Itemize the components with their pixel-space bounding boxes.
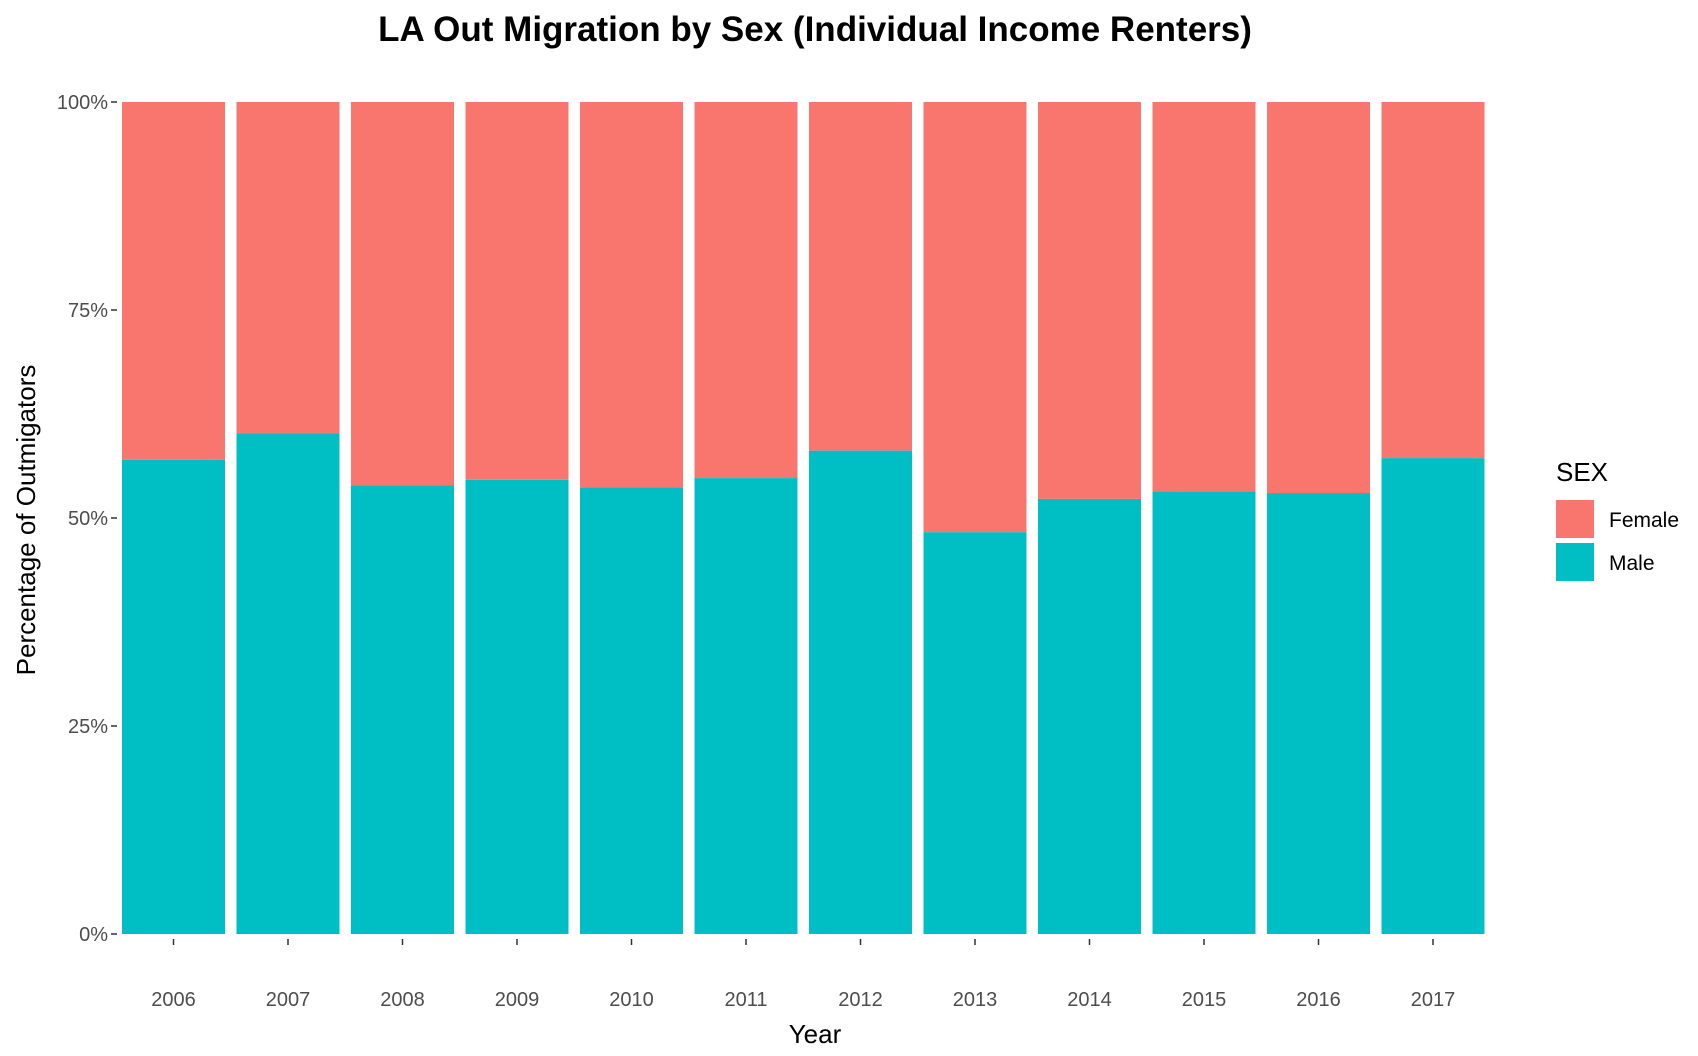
bar-male-2013 — [923, 532, 1027, 934]
x-tick-label: 2008 — [380, 989, 425, 1011]
bar-male-2009 — [465, 479, 569, 934]
chart-title: LA Out Migration by Sex (Individual Inco… — [378, 10, 1252, 49]
y-tick-label: 100% — [57, 92, 108, 114]
x-tick-label: 2012 — [838, 989, 883, 1011]
y-tick-label: 50% — [68, 508, 108, 530]
bar-male-2015 — [1152, 491, 1256, 934]
bar-female-2006 — [122, 102, 225, 460]
legend-swatch-female — [1556, 500, 1594, 538]
x-tick-label: 2014 — [1067, 989, 1112, 1011]
bar-female-2016 — [1267, 102, 1370, 494]
bar-male-2007 — [236, 433, 340, 934]
bar-male-2011 — [694, 478, 798, 934]
legend-label-female: Female — [1609, 509, 1679, 532]
legend-swatch-male — [1556, 543, 1594, 581]
plot-area — [122, 102, 1485, 934]
bar-female-2009 — [465, 102, 569, 480]
x-tick-label: 2015 — [1182, 989, 1227, 1011]
bar-female-2011 — [694, 102, 798, 479]
bar-female-2010 — [580, 102, 683, 488]
bar-male-2006 — [122, 459, 225, 934]
bar-female-2014 — [1038, 102, 1141, 499]
x-tick-label: 2011 — [724, 989, 767, 1011]
x-tick-label: 2009 — [495, 989, 540, 1011]
x-tick-label: 2010 — [609, 989, 654, 1011]
y-axis-title: Percentage of Outmigators — [11, 365, 41, 676]
bar-female-2013 — [923, 102, 1027, 533]
x-tick-label: 2006 — [151, 989, 196, 1011]
bar-male-2008 — [351, 485, 454, 934]
x-tick-label: 2017 — [1411, 989, 1456, 1011]
bar-female-2015 — [1152, 102, 1256, 492]
legend-label-male: Male — [1609, 552, 1655, 575]
y-tick-label: 0% — [79, 924, 108, 946]
bar-male-2010 — [580, 487, 683, 934]
legend-title: SEX — [1556, 457, 1608, 487]
x-axis-title: Year — [789, 1019, 842, 1049]
y-axis: 0% 25% 50% 75% 100% — [57, 92, 117, 946]
bar-male-2017 — [1381, 458, 1485, 934]
bar-female-2007 — [236, 102, 340, 434]
bar-male-2016 — [1267, 493, 1370, 934]
bar-female-2008 — [351, 102, 454, 486]
bar-male-2014 — [1038, 498, 1141, 934]
x-tick-label: 2013 — [953, 989, 998, 1011]
y-tick-label: 25% — [68, 716, 108, 738]
bar-male-2012 — [809, 450, 912, 934]
legend: SEX Female Male — [1556, 457, 1679, 581]
bar-female-2012 — [809, 102, 912, 451]
x-axis: 2006 2007 2008 2009 2010 2011 2012 2013 2014 2015… — [151, 939, 1455, 1011]
x-tick-label: 2007 — [266, 989, 311, 1011]
y-tick-label: 75% — [68, 300, 108, 322]
x-tick-label: 2016 — [1296, 989, 1341, 1011]
bar-female-2017 — [1381, 102, 1485, 459]
